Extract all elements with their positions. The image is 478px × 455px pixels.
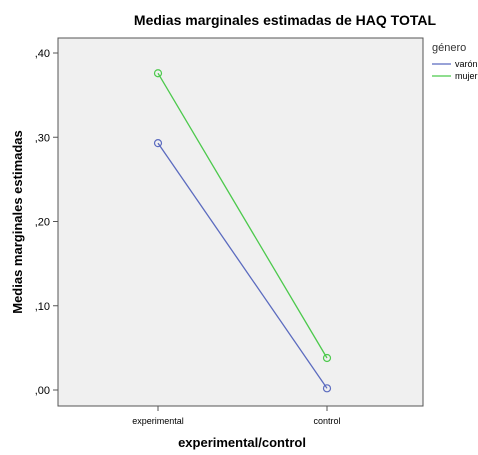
y-tick-label: ,40: [35, 48, 50, 60]
series-line-1: [157, 72, 328, 359]
y-tick-label: ,20: [35, 217, 50, 229]
x-tick-label: experimental: [132, 416, 184, 426]
x-axis: experimental control: [132, 406, 341, 426]
y-tick-label: ,10: [35, 301, 50, 313]
y-axis-label: Medias marginales estimadas: [10, 130, 25, 314]
legend: varón mujer: [432, 59, 478, 81]
data-point: [322, 384, 332, 393]
legend-title: género: [432, 42, 466, 54]
plot-area: [57, 37, 424, 407]
y-axis: ,00 ,10 ,20 ,30 ,40: [35, 48, 58, 397]
x-tick-label: control: [313, 416, 340, 426]
series-line-0: [157, 142, 328, 389]
y-tick-label: ,30: [35, 132, 50, 144]
data-point: [322, 353, 332, 363]
data-point: [153, 139, 163, 148]
x-axis-label: experimental/control: [178, 435, 306, 450]
chart-title: Medias marginales estimadas de HAQ TOTAL: [134, 12, 437, 28]
data-point: [153, 69, 163, 78]
legend-label: mujer: [455, 71, 478, 81]
legend-label: varón: [455, 59, 478, 69]
series-layer: [153, 69, 332, 393]
y-tick-label: ,00: [35, 385, 50, 397]
